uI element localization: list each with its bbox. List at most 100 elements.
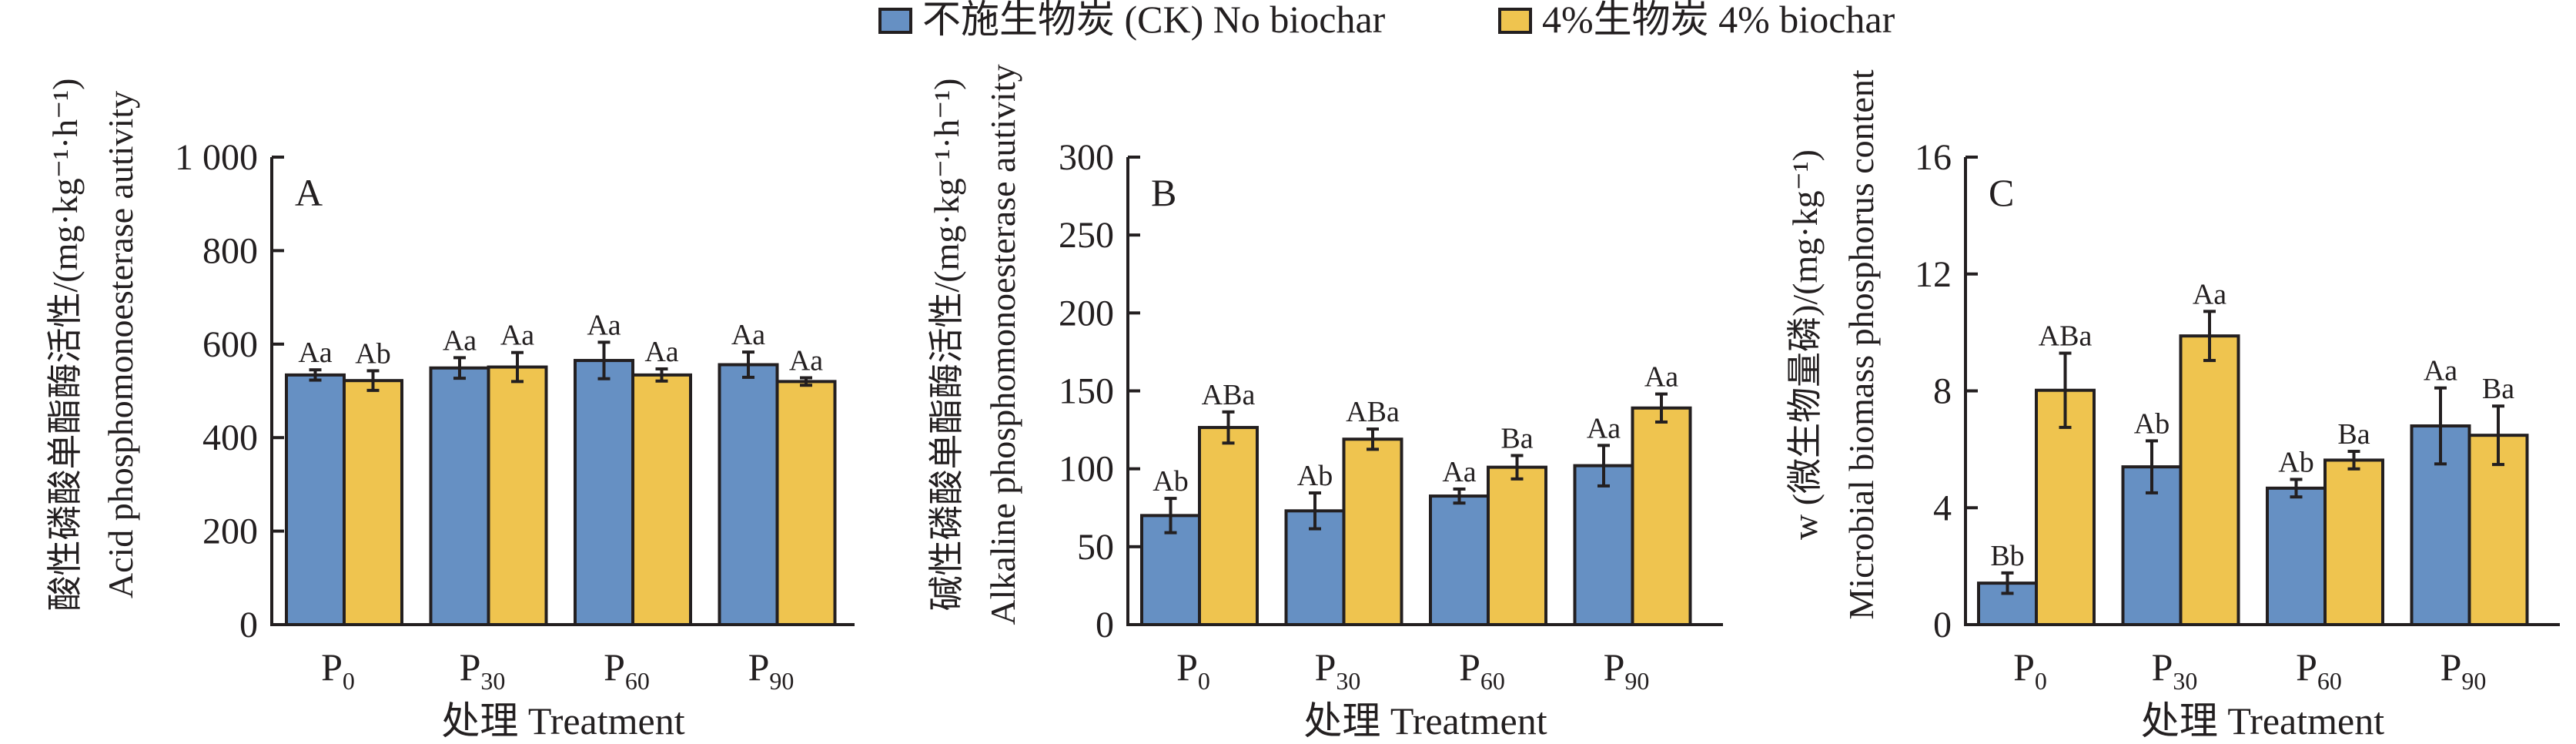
x-tick-label-base: P bbox=[2152, 645, 2173, 689]
x-tick-label-subscript: 60 bbox=[625, 667, 650, 695]
y-tick-label: 400 bbox=[202, 417, 258, 458]
x-tick-label-base: P bbox=[1176, 645, 1198, 689]
panel-c: 0 4 8 12 16 Cw (微生物量磷)/(mg·kg⁻¹) Microbial bio… bbox=[1785, 69, 2560, 742]
x-tick-label-subscript: 30 bbox=[1336, 667, 1360, 695]
significance-label: Ab bbox=[1297, 460, 1333, 492]
y-tick-label: 4 bbox=[1933, 488, 1952, 528]
x-tick-label-subscript: 60 bbox=[1480, 667, 1505, 695]
y-tick-label: 0 bbox=[239, 605, 258, 645]
x-axis-label: 处理 Treatment bbox=[1303, 699, 1547, 742]
y-tick-label: 250 bbox=[1059, 215, 1114, 256]
x-tick-label: P0 bbox=[2013, 645, 2047, 695]
significance-label: Ab bbox=[2278, 446, 2313, 478]
x-tick-label-base: P bbox=[2013, 645, 2035, 689]
significance-label: Aa bbox=[2193, 278, 2226, 310]
y-tick-label: 800 bbox=[202, 230, 258, 271]
y-tick-label: 12 bbox=[1915, 254, 1952, 295]
x-tick-label-subscript: 0 bbox=[1198, 667, 1210, 695]
bar bbox=[718, 363, 779, 626]
panel-letter: C bbox=[1989, 171, 2014, 214]
y-axis-label-en: Microbial biomass phosphorus content bbox=[1842, 69, 1881, 619]
bar bbox=[1631, 406, 1692, 626]
significance-label: ABa bbox=[1202, 379, 1256, 411]
x-tick-label-subscript: 90 bbox=[769, 667, 794, 695]
bar bbox=[2266, 486, 2327, 626]
bar bbox=[1487, 465, 1547, 626]
x-tick-label: P90 bbox=[1604, 645, 1650, 695]
x-axis-label: 处理 Treatment bbox=[2141, 699, 2384, 742]
bar bbox=[2179, 334, 2240, 626]
bar bbox=[2323, 458, 2384, 626]
x-tick-label-base: P bbox=[748, 645, 770, 689]
x-tick-label-base: P bbox=[2441, 645, 2462, 689]
significance-label: Ab bbox=[355, 337, 390, 370]
bar bbox=[775, 380, 837, 626]
x-tick-label: P0 bbox=[321, 645, 355, 695]
y-tick-label: 200 bbox=[1059, 293, 1114, 333]
bar bbox=[1573, 464, 1634, 626]
x-tick-label: P60 bbox=[2296, 645, 2342, 695]
legend-label-no-biochar: 不施生物炭 (CK) No biochar bbox=[922, 0, 1386, 41]
y-tick-label: 0 bbox=[1096, 605, 1114, 645]
significance-label: Ba bbox=[1500, 422, 1533, 454]
significance-label: Aa bbox=[2424, 355, 2457, 387]
x-tick-label-base: P bbox=[1604, 645, 1625, 689]
x-tick-label: P60 bbox=[1459, 645, 1505, 695]
x-tick-label: P30 bbox=[1315, 645, 1361, 695]
significance-label: ABa bbox=[2039, 320, 2093, 353]
significance-label: Aa bbox=[1644, 361, 1678, 394]
y-tick-label: 600 bbox=[202, 324, 258, 365]
x-tick-label-subscript: 90 bbox=[2461, 667, 2486, 695]
y-tick-label: 50 bbox=[1077, 527, 1114, 568]
x-tick-label: P60 bbox=[604, 645, 650, 695]
x-tick-label-subscript: 90 bbox=[1624, 667, 1649, 695]
legend-item-no-biochar: 不施生物炭 (CK) No biochar bbox=[878, 0, 1386, 41]
x-tick-label: P0 bbox=[1176, 645, 1210, 695]
x-tick-label: P30 bbox=[2152, 645, 2198, 695]
significance-label: ABa bbox=[1346, 396, 1400, 428]
legend-swatch-4pct-biochar bbox=[1498, 8, 1532, 34]
bar bbox=[1429, 494, 1490, 627]
panel-letter: A bbox=[295, 171, 323, 214]
significance-label: Aa bbox=[500, 320, 534, 352]
significance-label: Aa bbox=[731, 319, 765, 351]
x-tick-label-subscript: 0 bbox=[2035, 667, 2047, 695]
y-axis-label-zh: 酸性磷酸单酯酶活性/(mg·kg⁻¹·h⁻¹) bbox=[45, 79, 85, 612]
significance-label: Ba bbox=[2482, 373, 2514, 405]
bar bbox=[631, 373, 692, 626]
x-tick-label-base: P bbox=[460, 645, 481, 689]
x-tick-label: P90 bbox=[2441, 645, 2487, 695]
y-tick-label: 16 bbox=[1915, 137, 1952, 178]
y-axis-label-zh: w (微生物量磷)/(mg·kg⁻¹) bbox=[1785, 149, 1825, 540]
significance-label: Aa bbox=[644, 336, 678, 368]
bar bbox=[1198, 426, 1259, 626]
x-tick-label-subscript: 60 bbox=[2317, 667, 2342, 695]
y-tick-label: 200 bbox=[202, 511, 258, 552]
legend-swatch-no-biochar bbox=[878, 8, 912, 34]
significance-label: Ab bbox=[1153, 465, 1188, 498]
significance-label: Aa bbox=[1587, 412, 1621, 444]
x-tick-label-base: P bbox=[1459, 645, 1480, 689]
bar bbox=[285, 373, 346, 626]
x-tick-label-base: P bbox=[604, 645, 625, 689]
bar bbox=[574, 359, 634, 626]
panel-a: 0 200 400 600 800 1 000 A 酸性磷酸单酯酶活性/(mg·kg⁻¹·h⁻… bbox=[45, 79, 855, 742]
bar bbox=[1342, 437, 1403, 626]
significance-label: Aa bbox=[789, 345, 823, 377]
panel-b: 050100150200250300B碱性磷酸单酯酶活性/(mg·kg⁻¹·h⁻… bbox=[927, 64, 1723, 742]
x-tick-label-base: P bbox=[2296, 645, 2317, 689]
bar bbox=[343, 379, 403, 626]
y-tick-label: 1 000 bbox=[175, 137, 258, 178]
x-tick-label-base: P bbox=[1315, 645, 1337, 689]
significance-label: Bb bbox=[1990, 540, 2024, 572]
significance-label: Ab bbox=[2134, 407, 2170, 440]
significance-label: Aa bbox=[443, 324, 477, 357]
y-tick-label: 100 bbox=[1059, 449, 1114, 490]
y-axis-label-zh: 碱性磷酸单酯酶活性/(mg·kg⁻¹·h⁻¹) bbox=[927, 79, 966, 612]
y-tick-label: 150 bbox=[1059, 371, 1114, 412]
legend-item-4pct-biochar: 4%生物炭 4% biochar bbox=[1498, 0, 1895, 41]
x-tick-label-subscript: 30 bbox=[480, 667, 505, 695]
bar bbox=[487, 365, 548, 626]
y-axis-label-en: Acid phosphomonoesterase autivity bbox=[101, 91, 140, 598]
